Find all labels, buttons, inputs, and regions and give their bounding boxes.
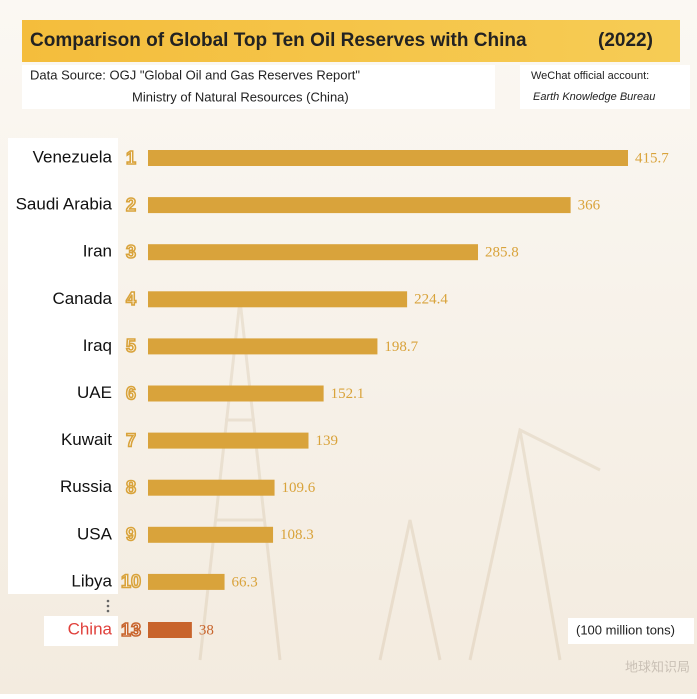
chart-year: (2022) — [598, 30, 653, 51]
account-box — [520, 65, 690, 109]
rank-label: 4 — [126, 289, 136, 309]
rank-label: 3 — [126, 242, 136, 262]
label-box — [44, 616, 118, 646]
category-label: Russia — [60, 477, 113, 496]
value-label: 366 — [578, 198, 601, 214]
category-label: USA — [77, 524, 113, 543]
ellipsis — [106, 599, 110, 613]
rank-label: 13 — [121, 620, 141, 640]
rank-label: 10 — [121, 572, 141, 592]
value-label: 198.7 — [384, 339, 418, 355]
bar — [148, 197, 571, 214]
watermark: 地球知识局 — [625, 659, 690, 674]
rank-label: 7 — [126, 430, 136, 450]
category-label: Iran — [83, 242, 112, 261]
bar — [148, 479, 275, 496]
value-label: 109.6 — [282, 480, 316, 496]
bar — [148, 622, 192, 638]
rank-label: 8 — [126, 477, 136, 497]
category-label: Libya — [71, 571, 112, 590]
category-label: Saudi Arabia — [16, 195, 113, 214]
category-label: UAE — [77, 383, 112, 402]
category-label: Iraq — [83, 336, 112, 355]
value-label: 285.8 — [485, 245, 519, 261]
rank-label: 1 — [126, 148, 136, 168]
value-label: 108.3 — [280, 527, 314, 543]
value-label: 224.4 — [414, 292, 448, 308]
source-line: Data Source: OGJ "Global Oil and Gas Res… — [30, 67, 360, 82]
value-label: 66.3 — [232, 574, 258, 590]
rank-label: 6 — [126, 383, 136, 403]
unit-label: (100 million tons) — [576, 622, 675, 637]
rank-label: 9 — [126, 525, 136, 545]
value-label: 139 — [316, 433, 339, 449]
category-label: China — [68, 619, 113, 638]
title-banner — [22, 20, 680, 62]
account-label: WeChat official account: — [531, 70, 649, 82]
label-column — [8, 138, 118, 594]
chart-title: Comparison of Global Top Ten Oil Reserve… — [30, 30, 527, 51]
bar — [148, 526, 274, 543]
source-line: Ministry of Natural Resources (China) — [132, 89, 349, 104]
source-box — [22, 65, 495, 109]
value-label: 38 — [199, 622, 214, 638]
bar — [148, 432, 309, 449]
value-label: 152.1 — [331, 386, 365, 402]
bar — [148, 338, 378, 355]
category-label: Canada — [52, 289, 112, 308]
bar — [148, 291, 408, 308]
unit-box — [568, 618, 694, 644]
category-label: Venezuela — [33, 147, 113, 166]
bar — [148, 385, 324, 402]
category-label: Kuwait — [61, 430, 112, 449]
bar — [148, 573, 225, 590]
bar — [148, 150, 628, 166]
account-name: Earth Knowledge Bureau — [533, 91, 655, 103]
value-label: 415.7 — [635, 150, 669, 166]
rank-label: 2 — [126, 195, 136, 215]
rank-label: 5 — [126, 336, 136, 356]
bar — [148, 244, 479, 261]
